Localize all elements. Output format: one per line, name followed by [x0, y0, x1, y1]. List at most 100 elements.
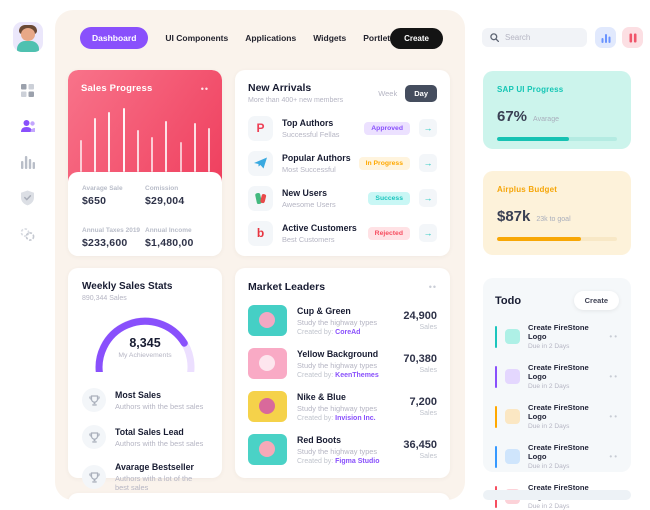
- bar-chart-icon[interactable]: [18, 152, 38, 172]
- search-box: [482, 28, 587, 47]
- weekly-item-subtitle: Authors with the best sales: [115, 438, 204, 448]
- status-badge: Success: [368, 191, 410, 205]
- arrow-button[interactable]: →: [419, 119, 437, 137]
- avatar-face: [21, 28, 35, 41]
- product-title: Nike & Blue: [297, 391, 346, 402]
- creator-link[interactable]: Invision Inc.: [335, 414, 376, 422]
- market-row-red-boots: Red Boots Study the highway types Create…: [248, 434, 437, 465]
- trophy-icon: [82, 425, 106, 449]
- stat-value: $1,480,00: [145, 237, 194, 249]
- arrival-row-top-authors: P Top Authors Successful Fellas Approved…: [248, 115, 437, 141]
- trophy-icon: [82, 388, 106, 412]
- created-by: Created by: Invision Inc.: [297, 415, 409, 422]
- todo-color-square: [505, 369, 520, 384]
- sales-value: 24,900: [403, 310, 437, 322]
- todo-menu-dots[interactable]: ••: [609, 372, 619, 381]
- stat-value: $650: [82, 195, 107, 207]
- main-panel: Dashboard UI Components Applications Wid…: [55, 10, 465, 500]
- todo-menu-dots[interactable]: ••: [609, 332, 619, 341]
- arrival-title: Popular Authors: [282, 152, 351, 163]
- creator-link[interactable]: KeenThemes: [335, 371, 379, 379]
- status-badge: In Progress: [358, 156, 410, 170]
- search-input[interactable]: [505, 33, 575, 42]
- weekly-sales-stats-card: Weekly Sales Stats 890,344 Sales 8,345 M…: [68, 268, 222, 492]
- tab-widgets[interactable]: Widgets: [313, 33, 347, 43]
- arrival-subtitle: Best Customers: [282, 234, 335, 244]
- top-nav: Dashboard UI Components Applications Wid…: [80, 27, 443, 49]
- integrations-icon[interactable]: [18, 224, 38, 244]
- arrival-subtitle: Successful Fellas: [282, 129, 340, 139]
- tab-portlets[interactable]: Portlets: [363, 33, 395, 43]
- todo-color-square: [505, 449, 520, 464]
- weekly-item-subtitle: Authors with a lot of the best sales: [115, 474, 193, 492]
- arrow-button[interactable]: →: [419, 224, 437, 242]
- right-column: SAP UI Progress 67% Avarage Airplus Budg…: [465, 0, 650, 510]
- chart-mini-button[interactable]: [595, 27, 616, 48]
- shield-check-icon[interactable]: [18, 188, 38, 208]
- status-badge: Rejected: [367, 226, 410, 240]
- product-subtitle: Study the highway types: [297, 360, 378, 370]
- todo-create-button[interactable]: Create: [573, 291, 619, 310]
- arrival-title: New Users: [282, 187, 327, 198]
- stat-comission: Comission $29,004: [145, 185, 208, 214]
- creator-link[interactable]: CoreAd: [335, 328, 361, 336]
- product-thumbnail: [248, 305, 287, 336]
- todo-item: Create FireStone Logo Due in 2 Days ••: [495, 323, 619, 350]
- todo-item: Create FireStone Logo Due in 2 Days ••: [495, 443, 619, 470]
- sales-stats: Avarage Sale $650 Comission $29,004 Annu…: [68, 172, 222, 256]
- product-title: Red Boots: [297, 434, 341, 445]
- avatar-shirt: [17, 41, 39, 52]
- creator-link[interactable]: Figma Studio: [335, 457, 380, 465]
- arrival-subtitle: Awesome Users: [282, 199, 336, 209]
- airplus-progress-fill: [497, 237, 581, 241]
- user-avatar[interactable]: [13, 22, 43, 52]
- pause-mini-button[interactable]: [622, 27, 643, 48]
- bebo-logo-icon: b: [248, 220, 273, 246]
- weekly-stats-subtitle: 890,344 Sales: [82, 295, 127, 302]
- created-by-label: Created by:: [297, 371, 334, 379]
- sales-menu-dots[interactable]: ••: [200, 83, 209, 94]
- tab-dashboard[interactable]: Dashboard: [80, 27, 149, 49]
- market-menu-dots[interactable]: ••: [428, 282, 437, 292]
- thumbnail-decor: [259, 312, 275, 328]
- weekly-item-title: Most Sales: [115, 389, 161, 400]
- toggle-week[interactable]: Week: [378, 88, 398, 98]
- achievements-gauge: 8,345 My Achievements: [87, 310, 203, 383]
- todo-title: Todo: [495, 294, 522, 307]
- created-by-label: Created by:: [297, 328, 334, 336]
- stat-label: Avarage Sale: [82, 185, 123, 192]
- stat-label: Comission: [145, 185, 179, 192]
- arrow-button[interactable]: →: [419, 189, 437, 207]
- market-row-nike-blue: Nike & Blue Study the highway types Crea…: [248, 391, 437, 422]
- arrival-title: Active Customers: [282, 222, 357, 233]
- todo-menu-dots[interactable]: ••: [609, 452, 619, 461]
- tab-applications[interactable]: Applications: [245, 33, 297, 43]
- todo-color-square: [505, 409, 520, 424]
- stat-annual-taxes: Annual Taxes 2019 $233,600: [82, 227, 145, 256]
- tab-ui-components[interactable]: UI Components: [165, 33, 229, 43]
- product-thumbnail: [248, 434, 287, 465]
- telegram-logo-icon: [248, 150, 273, 176]
- todo-item-title: Create FireStone Logo: [528, 443, 589, 461]
- weekly-stats-title: Weekly Sales Stats: [82, 281, 173, 292]
- product-subtitle: Study the highway types: [297, 446, 378, 456]
- market-leaders-card: Market Leaders •• Cup & Green Study the …: [235, 268, 450, 478]
- product-title: Yellow Background: [297, 348, 379, 359]
- todo-item-due: Due in 2 Days: [528, 503, 570, 510]
- users-icon[interactable]: [18, 116, 38, 136]
- product-thumbnail: [248, 348, 287, 379]
- weekly-row-avarage-bestseller: Avarage Bestseller Authors with a lot of…: [82, 462, 208, 492]
- arrow-button[interactable]: →: [419, 154, 437, 172]
- sap-label: Avarage: [533, 116, 559, 123]
- grid-icon[interactable]: [18, 80, 38, 100]
- toggle-day[interactable]: Day: [405, 84, 437, 102]
- arrival-row-active-customers: b Active Customers Best Customers Reject…: [248, 220, 437, 246]
- todo-menu-dots[interactable]: ••: [609, 412, 619, 421]
- new-arrivals-subtitle: More than 400+ new members: [248, 97, 344, 104]
- partial-card-bottom-right: [483, 490, 631, 500]
- sidebar: [0, 0, 55, 500]
- create-button[interactable]: Create: [390, 27, 443, 49]
- product-subtitle: Study the highway types: [297, 317, 378, 327]
- todo-item-due: Due in 2 Days: [528, 383, 570, 390]
- sales-progress-card: Sales Progress •• Avarage Sale $650 Comi…: [68, 70, 222, 256]
